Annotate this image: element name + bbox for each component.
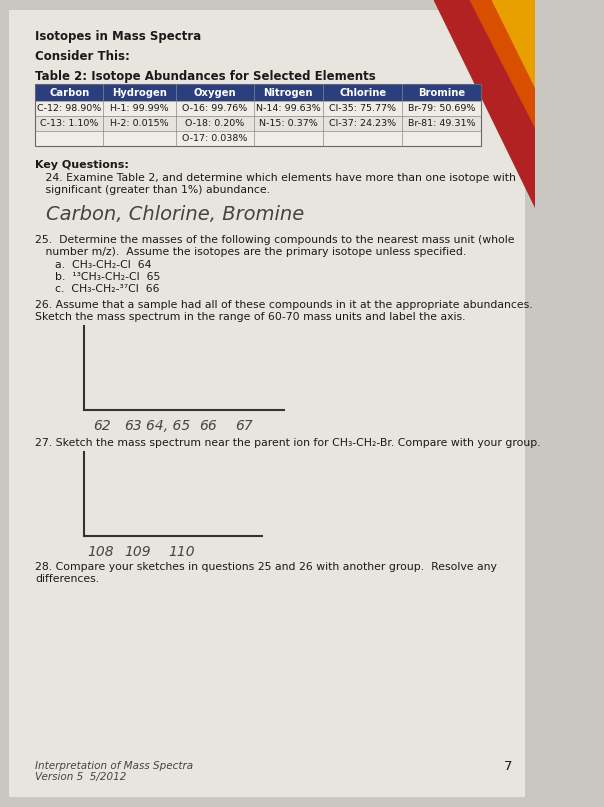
Text: Br-79: 50.69%: Br-79: 50.69%	[408, 104, 475, 113]
Text: Carbon, Chlorine, Bromine: Carbon, Chlorine, Bromine	[46, 205, 304, 224]
Text: significant (greater than 1%) abundance.: significant (greater than 1%) abundance.	[36, 185, 271, 195]
Bar	[36, 101, 481, 116]
Text: N-15: 0.37%: N-15: 0.37%	[259, 119, 318, 128]
Text: O-16: 99.76%: O-16: 99.76%	[182, 104, 247, 113]
Text: 7: 7	[504, 760, 512, 773]
Polygon shape	[434, 0, 536, 57]
Text: 110: 110	[169, 545, 195, 559]
Text: Version 5  5/2012: Version 5 5/2012	[36, 772, 127, 782]
Polygon shape	[470, 0, 536, 127]
Text: b.  ¹³CH₃-CH₂-Cl  65: b. ¹³CH₃-CH₂-Cl 65	[55, 272, 160, 282]
Bar	[36, 84, 481, 146]
Text: Bromine: Bromine	[418, 87, 465, 98]
Text: differences.: differences.	[36, 574, 100, 584]
Text: H-2: 0.015%: H-2: 0.015%	[110, 119, 169, 128]
Text: N-14: 99.63%: N-14: 99.63%	[255, 104, 321, 113]
Text: Cl-35: 75.77%: Cl-35: 75.77%	[329, 104, 396, 113]
Text: C-12: 98.90%: C-12: 98.90%	[37, 104, 101, 113]
Text: c.  CH₃-CH₂-³⁷Cl  66: c. CH₃-CH₂-³⁷Cl 66	[55, 284, 159, 294]
Text: Oxygen: Oxygen	[193, 87, 236, 98]
Text: Consider This:: Consider This:	[36, 50, 130, 63]
Text: 109: 109	[124, 545, 151, 559]
Text: Carbon: Carbon	[49, 87, 89, 98]
Text: 62: 62	[93, 419, 111, 433]
Text: Table 2: Isotope Abundances for Selected Elements: Table 2: Isotope Abundances for Selected…	[36, 70, 376, 83]
Polygon shape	[492, 0, 536, 87]
Text: Nitrogen: Nitrogen	[263, 87, 313, 98]
Text: Key Questions:: Key Questions:	[36, 160, 129, 170]
Text: 66: 66	[199, 419, 217, 433]
Text: 67: 67	[235, 419, 252, 433]
Text: Hydrogen: Hydrogen	[112, 87, 167, 98]
Text: 28. Compare your sketches in questions 25 and 26 with another group.  Resolve an: 28. Compare your sketches in questions 2…	[36, 562, 497, 572]
Text: 24. Examine Table 2, and determine which elements have more than one isotope wit: 24. Examine Table 2, and determine which…	[36, 173, 516, 183]
Text: O-17: 0.038%: O-17: 0.038%	[182, 134, 247, 143]
Bar	[36, 116, 481, 131]
Text: Br-81: 49.31%: Br-81: 49.31%	[408, 119, 475, 128]
Text: C-13: 1.10%: C-13: 1.10%	[40, 119, 98, 128]
Text: 108: 108	[87, 545, 114, 559]
Text: 26. Assume that a sample had all of these compounds in it at the appropriate abu: 26. Assume that a sample had all of thes…	[36, 300, 533, 310]
Text: Interpretation of Mass Spectra: Interpretation of Mass Spectra	[36, 761, 194, 771]
Bar	[36, 84, 481, 101]
Text: number m/z).  Assume the isotopes are the primary isotope unless specified.: number m/z). Assume the isotopes are the…	[36, 247, 467, 257]
Text: Sketch the mass spectrum in the range of 60-70 mass units and label the axis.: Sketch the mass spectrum in the range of…	[36, 312, 466, 322]
Text: 63: 63	[124, 419, 142, 433]
Text: Chlorine: Chlorine	[339, 87, 386, 98]
Polygon shape	[434, 0, 536, 207]
Bar	[36, 131, 481, 146]
Text: 64, 65: 64, 65	[146, 419, 191, 433]
Text: 25.  Determine the masses of the following compounds to the nearest mass unit (w: 25. Determine the masses of the followin…	[36, 235, 515, 245]
Text: 27. Sketch the mass spectrum near the parent ion for CH₃-CH₂-Br. Compare with yo: 27. Sketch the mass spectrum near the pa…	[36, 438, 541, 448]
Text: H-1: 99.99%: H-1: 99.99%	[110, 104, 169, 113]
Text: Isotopes in Mass Spectra: Isotopes in Mass Spectra	[36, 30, 202, 43]
Text: O-18: 0.20%: O-18: 0.20%	[185, 119, 244, 128]
Text: a.  CH₃-CH₂-Cl  64: a. CH₃-CH₂-Cl 64	[55, 260, 152, 270]
Text: Cl-37: 24.23%: Cl-37: 24.23%	[329, 119, 396, 128]
